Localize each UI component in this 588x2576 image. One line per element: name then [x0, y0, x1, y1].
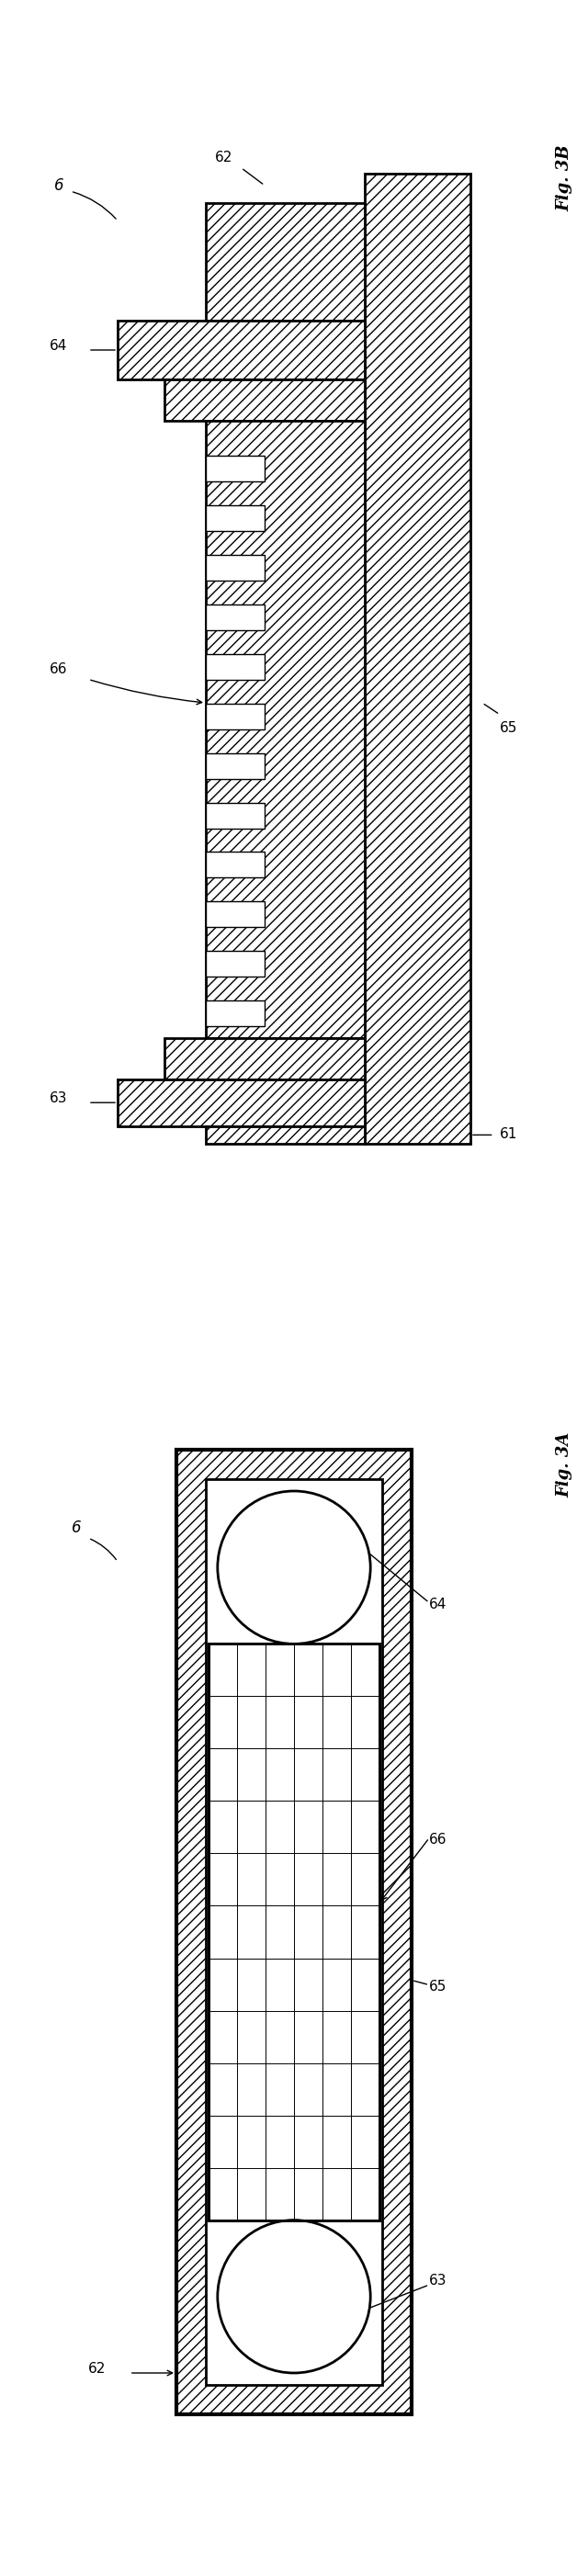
- Text: 64: 64: [429, 1597, 447, 1613]
- FancyBboxPatch shape: [206, 420, 365, 1038]
- FancyBboxPatch shape: [365, 173, 470, 1144]
- FancyBboxPatch shape: [209, 1643, 379, 2221]
- FancyBboxPatch shape: [206, 456, 265, 482]
- FancyBboxPatch shape: [165, 379, 365, 420]
- FancyBboxPatch shape: [176, 1450, 412, 2414]
- FancyBboxPatch shape: [206, 951, 265, 976]
- Text: 61: 61: [500, 1126, 517, 1141]
- Text: 6: 6: [54, 178, 64, 193]
- FancyBboxPatch shape: [206, 554, 265, 580]
- Text: 62: 62: [215, 152, 232, 165]
- Text: 65: 65: [500, 721, 517, 734]
- Text: Fig. 3B: Fig. 3B: [556, 144, 573, 211]
- FancyBboxPatch shape: [206, 902, 265, 927]
- Circle shape: [218, 2221, 370, 2372]
- FancyBboxPatch shape: [165, 1038, 365, 1079]
- Text: 66: 66: [50, 662, 68, 675]
- Text: 64: 64: [50, 340, 68, 353]
- FancyBboxPatch shape: [206, 654, 265, 680]
- FancyBboxPatch shape: [206, 703, 265, 729]
- Text: 6: 6: [72, 1520, 81, 1535]
- FancyBboxPatch shape: [206, 204, 365, 319]
- Text: 65: 65: [429, 1981, 447, 1994]
- FancyBboxPatch shape: [206, 804, 265, 829]
- FancyBboxPatch shape: [206, 1479, 382, 2385]
- FancyBboxPatch shape: [206, 853, 265, 878]
- Text: 62: 62: [88, 2362, 106, 2375]
- FancyBboxPatch shape: [206, 505, 265, 531]
- FancyBboxPatch shape: [206, 999, 265, 1025]
- Circle shape: [218, 1492, 370, 1643]
- FancyBboxPatch shape: [118, 1079, 365, 1126]
- FancyBboxPatch shape: [206, 752, 265, 778]
- FancyBboxPatch shape: [206, 605, 265, 631]
- FancyBboxPatch shape: [206, 1126, 365, 1144]
- Text: 63: 63: [50, 1092, 68, 1105]
- Text: Fig. 3A: Fig. 3A: [556, 1432, 573, 1497]
- FancyBboxPatch shape: [118, 319, 365, 379]
- Text: 66: 66: [429, 1832, 447, 1847]
- Text: 63: 63: [429, 2275, 447, 2287]
